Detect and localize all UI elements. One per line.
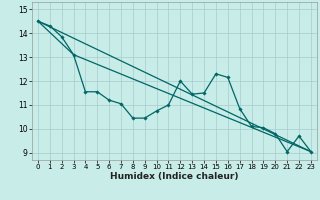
X-axis label: Humidex (Indice chaleur): Humidex (Indice chaleur) xyxy=(110,172,239,181)
